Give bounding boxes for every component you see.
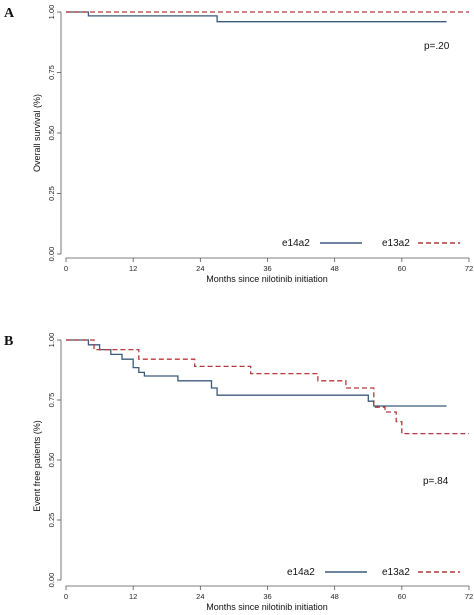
panel-a-x-tick-label: 36 — [263, 264, 271, 273]
panel-a-x-tick-label: 48 — [330, 264, 338, 273]
panel-b-y-tick-label: 0.25 — [47, 513, 56, 528]
panel-a-x-tick-label: 12 — [129, 264, 137, 273]
panel-b-x-tick-label: 0 — [64, 592, 68, 601]
panel-b-x-axis-title: Months since nilotinib initiation — [206, 602, 328, 612]
panel-b-x-tick-label: 24 — [196, 592, 204, 601]
panel-b-y-axis-title: Event free patients (%) — [32, 420, 42, 512]
panel-b-axes: 0 12 24 36 48 60 72 0.00 0.25 0.50 0.75 1.00 — [47, 333, 473, 601]
panel-a-x-tick-label: 60 — [398, 264, 406, 273]
panel-b-p-value: p=.84 — [423, 476, 449, 487]
panel-b-series — [66, 339, 469, 435]
panel-a: A 0 12 24 36 48 60 72 0.00 0.25 0.50 0.75 1.00 Mont… — [4, 5, 473, 284]
panel-b-series-e13a2 — [66, 339, 469, 435]
panel-b-y-tick-label: 0.50 — [47, 453, 56, 468]
panel-a-x-tick-label: 72 — [465, 264, 473, 273]
panel-b: B 0 12 24 36 48 60 72 0.00 0.25 0.50 0.75 1.00 Mont… — [4, 333, 473, 612]
panel-a-y-tick-label: 0.25 — [47, 186, 56, 201]
panel-b-legend-label-e13a2: e13a2 — [382, 567, 410, 578]
panel-a-legend-label-e13a2: e13a2 — [382, 238, 410, 249]
panel-a-legend-label-e14a2: e14a2 — [282, 238, 310, 249]
panel-a-y-tick-label: 1.00 — [47, 5, 56, 20]
panel-a-y-tick-label: 0.50 — [47, 126, 56, 141]
panel-a-x-tick-label: 24 — [196, 264, 204, 273]
panel-b-x-tick-label: 12 — [129, 592, 137, 601]
panel-a-p-value: p=.20 — [424, 41, 450, 52]
panel-b-x-tick-label: 48 — [330, 592, 338, 601]
panel-b-legend: e14a2 e13a2 — [287, 567, 460, 578]
panel-b-y-tick-label: 1.00 — [47, 333, 56, 348]
panel-a-y-tick-label: 0.00 — [47, 247, 56, 262]
panel-a-series — [66, 11, 469, 23]
panel-a-x-tick-label: 0 — [64, 264, 68, 273]
panel-a-legend: e14a2 e13a2 — [282, 238, 460, 249]
panel-b-series-e14a2 — [66, 339, 447, 407]
panel-a-x-axis-title: Months since nilotinib initiation — [206, 274, 328, 284]
panel-b-x-tick-label: 60 — [398, 592, 406, 601]
panel-a-y-axis-title: Overall survival (%) — [32, 94, 42, 172]
panel-b-x-tick-label: 36 — [263, 592, 271, 601]
panel-letter-b: B — [4, 334, 13, 349]
panel-b-x-tick-label: 72 — [465, 592, 473, 601]
panel-b-y-tick-label: 0.00 — [47, 573, 56, 588]
panel-b-y-tick-label: 0.75 — [47, 393, 56, 408]
panel-a-series-e14a2 — [66, 11, 447, 23]
panel-a-y-tick-label: 0.75 — [47, 65, 56, 80]
panel-b-legend-label-e14a2: e14a2 — [287, 567, 315, 578]
panel-letter-a: A — [4, 6, 15, 21]
panel-a-axes: 0 12 24 36 48 60 72 0.00 0.25 0.50 0.75 1.00 — [47, 5, 473, 273]
